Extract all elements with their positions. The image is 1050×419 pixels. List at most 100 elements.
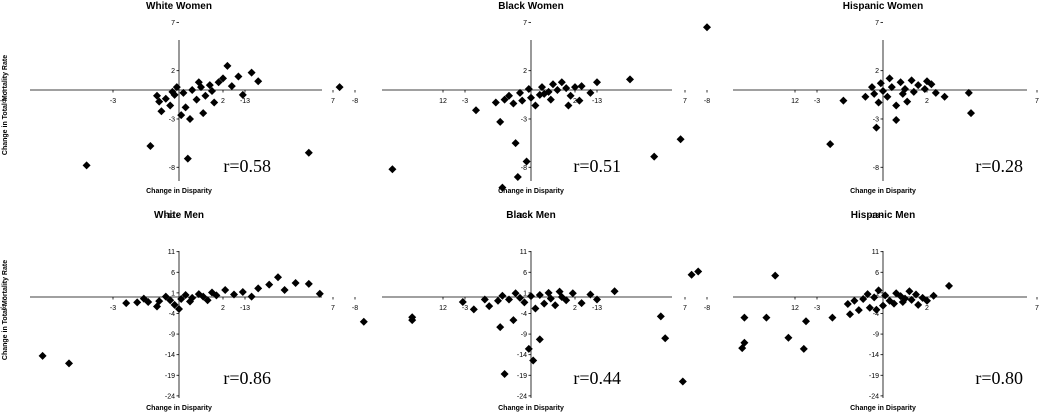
data-point [885, 74, 894, 83]
data-point [527, 93, 535, 102]
data-point [529, 356, 538, 365]
x-tick-label: 7 [683, 98, 687, 105]
data-point [509, 99, 518, 108]
data-point [146, 142, 155, 151]
correlation-label: r=0.80 [975, 368, 1023, 388]
data-point [905, 287, 914, 296]
data-point [923, 296, 931, 305]
y-tick-label: 7 [171, 20, 175, 27]
data-point [214, 78, 223, 87]
data-point [485, 302, 494, 311]
data-point [929, 291, 938, 300]
x-tick-label: -13 [240, 305, 250, 312]
y-tick-label: -19 [165, 373, 175, 380]
data-point [192, 95, 201, 104]
data-point [562, 84, 571, 93]
x-tick-label: -8 [704, 305, 710, 312]
panel-title: Hispanic Women [843, 1, 923, 12]
x-tick-label: -8 [352, 98, 358, 105]
x-tick-label: -8 [0, 98, 6, 105]
data-point [181, 290, 190, 299]
data-point [194, 290, 203, 299]
data-point [540, 299, 549, 308]
panel-title: White Men [154, 210, 204, 221]
y-tick-label: 6 [523, 270, 527, 277]
x-tick-label: 2 [573, 305, 577, 312]
y-tick-label: 11 [520, 249, 527, 256]
data-point [575, 96, 584, 105]
data-point [802, 317, 810, 326]
x-tick-label: -3 [462, 305, 468, 312]
data-point [694, 267, 703, 276]
x-tick-label: 7 [1035, 305, 1039, 312]
data-point [516, 293, 524, 302]
x-tick-label: 7 [1035, 98, 1039, 105]
x-tick-label: 12 [439, 98, 447, 105]
data-point [656, 312, 665, 321]
data-point [610, 287, 619, 296]
data-point [161, 292, 170, 301]
scatter-panel-2: Black Women -13 -8 -3 2 7 12 7 2 -3 -8 -13 Change in… [240, 1, 799, 220]
data-point [850, 296, 859, 305]
data-point [892, 115, 901, 124]
x-tick-label: -13 [592, 98, 602, 105]
y-tick-label: -8 [169, 165, 175, 172]
data-point [577, 299, 586, 308]
data-point [359, 317, 368, 326]
data-point [914, 300, 923, 309]
y-tick-label: -3 [521, 116, 527, 123]
x-tick-label: 2 [221, 305, 225, 312]
x-tick-label: -3 [462, 98, 468, 105]
data-point [881, 291, 890, 300]
data-point [170, 300, 179, 309]
data-point [586, 88, 595, 97]
data-point [863, 290, 872, 299]
data-point [549, 80, 557, 89]
y-tick-label: -24 [165, 393, 175, 400]
data-point [230, 290, 238, 299]
x-tick-label: -3 [814, 305, 820, 312]
data-point [661, 334, 670, 343]
data-point [593, 78, 601, 87]
data-point [650, 152, 659, 161]
data-point [238, 90, 247, 99]
x-tick-label: -8 [704, 98, 710, 105]
correlation-label: r=0.51 [573, 156, 621, 176]
data-point [175, 304, 183, 313]
y-tick-label: -4 [169, 311, 175, 318]
y-tick-label: -9 [169, 332, 175, 339]
data-point [265, 280, 274, 289]
data-point [186, 297, 194, 306]
y-tick-label: 6 [875, 270, 879, 277]
data-point [964, 88, 973, 97]
data-point [210, 98, 219, 107]
data-point [238, 288, 247, 297]
data-point [887, 83, 896, 92]
panel-title: White Women [146, 1, 212, 12]
data-point [531, 101, 540, 110]
data-point [133, 298, 142, 307]
data-point [139, 294, 148, 303]
data-point [520, 298, 529, 307]
data-point [874, 286, 883, 295]
data-point [799, 344, 808, 353]
data-point [577, 82, 586, 91]
data-point [208, 86, 216, 95]
x-tick-label: 2 [925, 305, 929, 312]
data-point [247, 292, 256, 301]
data-point [122, 299, 131, 308]
data-point [511, 289, 520, 298]
y-tick-label: 1 [171, 290, 175, 297]
data-point [912, 290, 920, 299]
y-tick-label: -19 [517, 373, 527, 380]
data-point [940, 92, 949, 101]
data-point [315, 289, 324, 298]
data-point [568, 289, 577, 298]
y-tick-label: -24 [869, 393, 879, 400]
data-point [553, 86, 562, 94]
data-point [518, 96, 527, 105]
data-point [181, 103, 190, 112]
correlation-label: r=0.28 [975, 156, 1023, 176]
data-point [388, 165, 397, 174]
data-point [524, 85, 533, 94]
